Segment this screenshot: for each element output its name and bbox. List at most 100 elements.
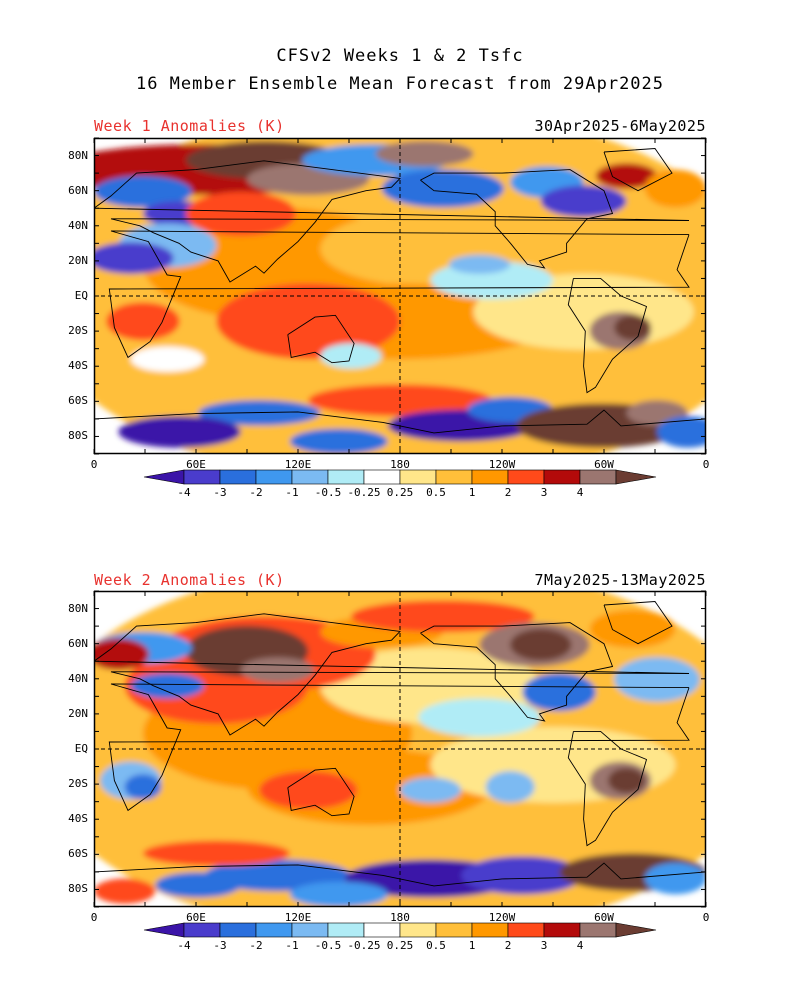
week1-colorbar-box bbox=[543, 469, 581, 485]
week1-colorbar-box bbox=[579, 469, 617, 485]
week2-colorbar-box bbox=[183, 922, 221, 938]
week2-lat-label: 20S bbox=[68, 777, 88, 791]
week2-colorbar-min-arrow bbox=[143, 922, 185, 938]
week1-lat-label: 20N bbox=[68, 253, 88, 267]
week1-lon-label: 60E bbox=[186, 458, 206, 471]
week1-lon-label: 0 bbox=[90, 458, 98, 471]
week2-anomaly-region bbox=[259, 771, 358, 810]
week2-coastline bbox=[94, 613, 690, 736]
week1-lat-label: 80N bbox=[68, 148, 88, 162]
week1-lon-label: 120E bbox=[284, 458, 312, 471]
week2-lat-label: 40S bbox=[68, 812, 88, 826]
week1-lat-label: 40N bbox=[68, 218, 88, 232]
week1-anomaly-region bbox=[106, 302, 180, 341]
week2-colorbar-label: 1 bbox=[468, 939, 476, 952]
week1-colorbar-label: 4 bbox=[576, 486, 584, 499]
week2-colorbar-label: 4 bbox=[576, 939, 584, 952]
week1-colorbar-label: -0.5 bbox=[314, 486, 342, 499]
week2-colorbar-label: -3 bbox=[213, 939, 227, 952]
week1-anomaly-region bbox=[94, 175, 192, 208]
week2-anomaly-region bbox=[614, 657, 700, 702]
week2-anomaly-region bbox=[351, 600, 535, 633]
week2-lon-label: 60E bbox=[186, 911, 206, 924]
week2-lat-label: 60N bbox=[68, 636, 88, 650]
week1-coastline bbox=[420, 169, 614, 269]
week1-lat-label: 20S bbox=[68, 324, 88, 338]
week1-ticks bbox=[93, 137, 707, 455]
week2-date-range: 7May2025-13May2025 bbox=[534, 571, 706, 589]
week2-lon-label: 60W bbox=[594, 911, 614, 924]
week1-colorbar-box bbox=[255, 469, 293, 485]
week1-anomaly-region bbox=[185, 191, 296, 236]
week2-colorbar-box bbox=[327, 922, 365, 938]
week2-colorbar-label: 0.5 bbox=[426, 939, 446, 952]
week2-coastline bbox=[287, 767, 355, 817]
week2-colorbar-label: 0.25 bbox=[386, 939, 414, 952]
week1-anomaly-region bbox=[614, 314, 651, 341]
week2-colorbar-box bbox=[471, 922, 509, 938]
week1-colorbar-svg bbox=[143, 469, 657, 485]
week1-colorbar-box bbox=[399, 469, 437, 485]
week2-colorbar-label: -0.25 bbox=[347, 939, 381, 952]
week2-lon-label: 0 bbox=[90, 911, 98, 924]
week2-colorbar bbox=[94, 922, 657, 945]
week1-coastline bbox=[94, 409, 706, 454]
week1-anomaly-region bbox=[381, 169, 505, 208]
week2-anomaly-region bbox=[644, 862, 706, 895]
week1-anomaly-region bbox=[540, 185, 627, 217]
week1-anomaly-region bbox=[595, 163, 658, 189]
week1-anomaly-region bbox=[94, 242, 174, 274]
week1-colorbar-box bbox=[219, 469, 257, 485]
week2-anomaly-region bbox=[240, 657, 315, 683]
week2-map-svg bbox=[93, 590, 707, 908]
week1-anomaly-region bbox=[657, 416, 706, 448]
week2-anomaly-region bbox=[510, 628, 572, 661]
week1-date-range: 30Apr2025-6May2025 bbox=[534, 117, 706, 135]
week2-anomaly-region bbox=[142, 840, 290, 866]
week2-colorbar-box bbox=[291, 922, 329, 938]
week2-lat-label: 60S bbox=[68, 847, 88, 861]
week1-coastline bbox=[567, 277, 648, 394]
week2-lon-label: 0 bbox=[702, 911, 710, 924]
map-title-line1: CFSv2 Weeks 1 & 2 Tsfc bbox=[276, 46, 524, 66]
week2-anomaly-region bbox=[522, 673, 596, 712]
week1-colorbar-label: -1 bbox=[285, 486, 299, 499]
week1-lat-label: 60N bbox=[68, 183, 88, 197]
week2-anomaly-region bbox=[608, 767, 645, 794]
week1-lon-label: 0 bbox=[702, 458, 710, 471]
week1-colorbar-label: -0.25 bbox=[347, 486, 381, 499]
week1-colorbar-box bbox=[471, 469, 509, 485]
week2-anomaly-field bbox=[94, 591, 706, 907]
week2-colorbar-label: -0.5 bbox=[314, 939, 342, 952]
week1-anomaly-region bbox=[320, 343, 382, 369]
week1-coastline bbox=[108, 230, 690, 359]
week1-anomaly-region bbox=[375, 141, 474, 167]
week2-colorbar-max-arrow bbox=[615, 922, 657, 938]
week2-lat-label: 80S bbox=[68, 882, 88, 896]
week2-lon-label: 120E bbox=[284, 911, 312, 924]
week1-colorbar bbox=[94, 469, 657, 492]
week2-colorbar-box bbox=[219, 922, 257, 938]
week1-lon-label: 180 bbox=[390, 458, 410, 471]
week2-colorbar-label: -4 bbox=[177, 939, 191, 952]
week2-anomaly-region bbox=[94, 878, 156, 904]
week1-colorbar-label: 2 bbox=[504, 486, 512, 499]
week2-anomaly-region bbox=[204, 859, 352, 892]
week2-coastlines bbox=[94, 601, 706, 907]
week2-anomaly-region bbox=[289, 881, 388, 907]
week1-anomaly-region bbox=[118, 416, 241, 448]
week2-panel-label: Week 2 Anomalies (K) bbox=[94, 571, 285, 589]
week1-lat-label: 40S bbox=[68, 359, 88, 373]
week2-ticks bbox=[93, 590, 707, 908]
week1-map-svg bbox=[93, 137, 707, 455]
week1-colorbar-box bbox=[291, 469, 329, 485]
week1-panel-label: Week 1 Anomalies (K) bbox=[94, 117, 285, 135]
week1-colorbar-box bbox=[327, 469, 365, 485]
week2-lon-label: 180 bbox=[390, 911, 410, 924]
week2-coastline bbox=[567, 730, 648, 847]
week2-anomaly-region bbox=[485, 771, 535, 803]
week1-lon-label: 60W bbox=[594, 458, 614, 471]
week1-anomaly-region bbox=[130, 346, 205, 372]
week2-lat-label: 20N bbox=[68, 706, 88, 720]
week2-anomaly-region bbox=[155, 872, 241, 898]
